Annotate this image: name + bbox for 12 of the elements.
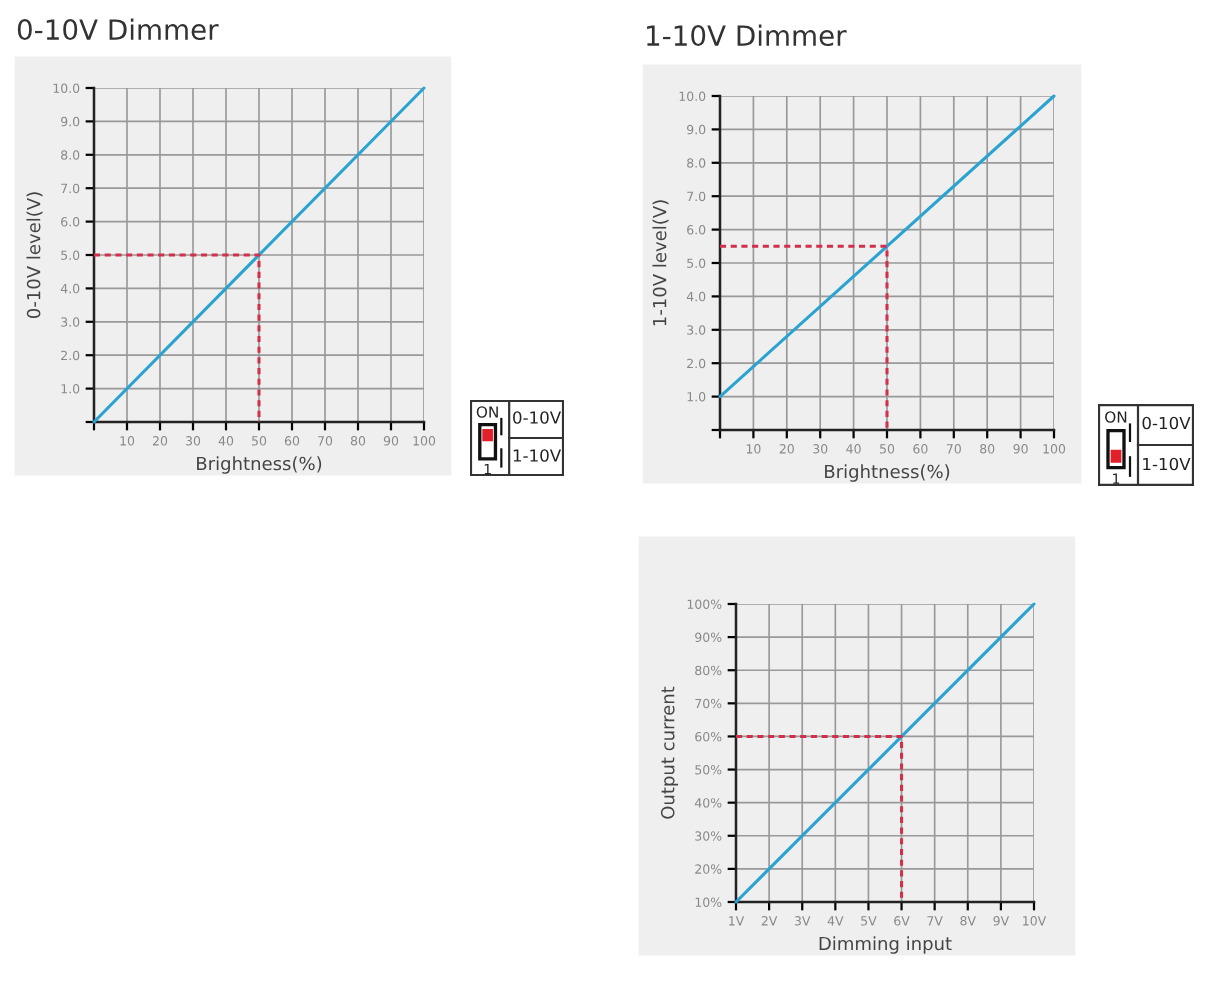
x-axis-title: Brightness(%) [197,456,322,474]
text: 1-10V [1143,457,1191,471]
text: 0-10V [513,411,562,424]
x-axis-title: Dimming input [819,936,952,954]
y-axis-title: Output current [660,686,679,819]
chart-title: 1-10V Dimmer [647,24,847,47]
y-axis-title: 0-10V level(V) [26,192,43,319]
y-axis-title: 1-10V level(V) [652,200,669,326]
x-axis-title: Brightness(%) [825,464,950,482]
chart-title: 0-10V Dimmer [17,18,219,41]
text: 1-10V [513,449,562,462]
text: 0-10V [1142,416,1191,430]
